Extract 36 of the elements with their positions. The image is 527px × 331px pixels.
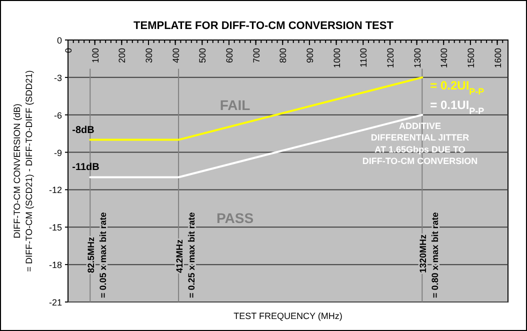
series-label: = 0.1UI$_{P-P}$ xyxy=(430,98,484,116)
y-tick-label: -21 xyxy=(48,298,62,308)
x-tick-label: 1000 xyxy=(332,48,342,68)
x-tick-label: 600 xyxy=(224,48,234,64)
annotation: PASS xyxy=(216,210,254,226)
y-tick-label: -18 xyxy=(48,260,62,270)
annotation: -8dB xyxy=(72,124,94,136)
ref-line-label: 82.5MHz = 0.05 x max bit rate xyxy=(86,212,108,298)
annotation: -11dB xyxy=(72,162,100,174)
x-tick-label: 900 xyxy=(304,48,315,64)
x-tick-label: 200 xyxy=(117,48,128,64)
y-tick-label: -6 xyxy=(54,110,62,120)
ref-line-label: 412MHz = 0.25 x max bit rate xyxy=(174,212,197,298)
x-tick-label: 500 xyxy=(198,48,208,64)
x-axis-title: TEST FREQUENCY (MHz) xyxy=(234,311,342,321)
y-tick-label: -3 xyxy=(54,72,62,83)
y-tick-label: -12 xyxy=(48,185,62,196)
ref-line-label: 1320MHz = 0.80 x max bit rate xyxy=(418,212,440,298)
y-axis-title: DIFF-TO-CM CONVERSION (dB) = DIFF-TO-CM (SCD21) - DIFF-TO-DIFF (SDD21) xyxy=(12,70,34,272)
x-tick-label: 400 xyxy=(170,48,181,64)
y-tick-label: -15 xyxy=(48,222,62,233)
x-tick-label: 100 xyxy=(90,48,100,64)
x-tick-label: 700 xyxy=(251,48,262,64)
y-tick-label: 0 xyxy=(56,36,62,46)
series-label: = 0.2UI$_{P-P}$ xyxy=(430,78,484,96)
x-tick-label: 1300 xyxy=(412,48,422,68)
x-tick-label: 1500 xyxy=(466,48,476,68)
y-tick-label: -9 xyxy=(54,148,62,158)
chart-title: TEMPLATE FOR DIFF-TO-CM CONVERSION TEST xyxy=(134,20,394,32)
x-tick-label: 800 xyxy=(278,48,288,64)
x-tick-label: 1200 xyxy=(385,48,396,68)
annotation: FAIL xyxy=(220,97,251,113)
x-tick-label: 1400 xyxy=(439,48,450,68)
x-tick-label: 300 xyxy=(144,48,154,64)
x-tick-label: 1600 xyxy=(492,48,503,68)
x-tick-label: 1100 xyxy=(358,48,369,68)
